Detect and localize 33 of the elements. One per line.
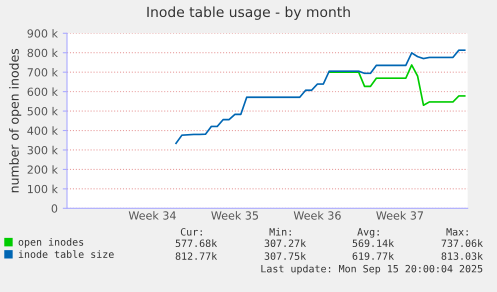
text: 737.06k	[442, 239, 483, 248]
text: Cur:	[180, 228, 202, 236]
y-tick-label: 900 k	[27, 29, 58, 38]
y-tick-label: 600 k	[28, 87, 58, 96]
x-tick-label: Week 36	[294, 211, 341, 220]
x-tick-label: Week 37	[376, 211, 424, 220]
x-tick-label: Week 35	[211, 211, 258, 220]
y-tick-label: 500 k	[28, 106, 58, 116]
x-tick-label: Week 34	[128, 211, 176, 220]
y-tick-label: 400 k	[27, 126, 58, 135]
chart-title: Inode table usage - by month	[147, 6, 350, 20]
text: Last update: Mon Sep 15 20:00:04 2025	[261, 264, 482, 274]
text: 307.75k	[264, 252, 306, 260]
text: 812.77k	[176, 252, 218, 260]
y-tick-label: 0	[52, 204, 58, 213]
text: Min:	[270, 228, 291, 236]
text: Max:	[446, 228, 468, 236]
y-tick-label: 100 k	[28, 184, 58, 194]
line-series	[175, 49, 466, 144]
text: 577.68k	[176, 239, 218, 248]
text: 813.03k	[442, 252, 483, 260]
line-series	[328, 64, 466, 106]
legend-label: inode table size	[18, 250, 114, 258]
text: 619.77k	[352, 252, 394, 260]
y-tick-label: 200 k	[28, 165, 58, 174]
y-axis-title: number of open inodes	[9, 48, 22, 192]
text: 307.27k	[264, 239, 306, 248]
text: Avg:	[357, 228, 379, 238]
y-tick-label: 300 k	[28, 146, 58, 154]
y-tick-label: 800 k	[28, 48, 58, 58]
legend-label: open inodes	[18, 238, 84, 248]
text: 569.14k	[352, 239, 394, 248]
y-tick-label: 700 k	[28, 68, 58, 77]
